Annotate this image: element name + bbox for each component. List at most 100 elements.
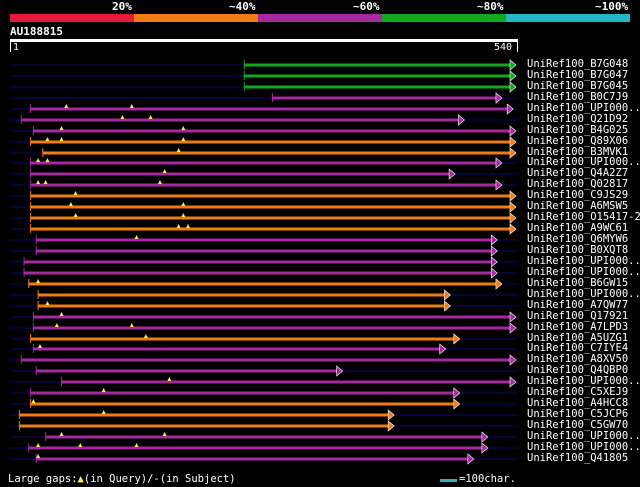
- hit-row[interactable]: [10, 300, 518, 312]
- hit-row[interactable]: [10, 343, 518, 355]
- hit-label[interactable]: UniRef100_B7G045: [527, 80, 629, 92]
- hit-row[interactable]: [10, 420, 518, 432]
- hit-row[interactable]: [10, 387, 518, 399]
- hit-row[interactable]: [10, 70, 518, 82]
- gap-marker-icon: [101, 388, 106, 392]
- hit-label[interactable]: UniRef100_B0C7J9: [527, 91, 629, 103]
- gap-marker-icon: [59, 312, 64, 316]
- hit-label[interactable]: UniRef100_A6MSW5: [527, 200, 629, 212]
- hit-label[interactable]: UniRef100_C9JS29: [527, 189, 629, 201]
- gap-marker-icon: [162, 432, 167, 436]
- hit-row[interactable]: [10, 398, 518, 410]
- hit-label[interactable]: UniRef100_C5GW70: [527, 419, 629, 431]
- hit-end-arrow-icon: [481, 442, 489, 454]
- hit-end-arrow-icon: [490, 234, 498, 246]
- hit-row[interactable]: [10, 431, 518, 443]
- gap-marker-icon: [73, 213, 78, 217]
- hit-row[interactable]: [10, 311, 518, 323]
- hit-label[interactable]: UniRef100_Q21D92: [527, 113, 629, 125]
- hit-label[interactable]: UniRef100_B7G047: [527, 69, 629, 81]
- hit-label[interactable]: UniRef100_UPI000...: [527, 156, 640, 168]
- hit-label[interactable]: UniRef100_A4HCC8: [527, 397, 629, 409]
- gap-marker-icon: [143, 334, 148, 338]
- hit-label[interactable]: UniRef100_Q89X06: [527, 135, 629, 147]
- hit-row[interactable]: [10, 245, 518, 257]
- hit-row[interactable]: [10, 278, 518, 290]
- hit-row[interactable]: [10, 354, 518, 366]
- hit-row[interactable]: [10, 168, 518, 180]
- hit-row[interactable]: [10, 201, 518, 213]
- hit-label[interactable]: UniRef100_UPI000...: [527, 102, 640, 114]
- hit-row[interactable]: [10, 442, 518, 454]
- hit-row[interactable]: [10, 289, 518, 301]
- hit-end-arrow-icon: [495, 179, 503, 191]
- hit-row[interactable]: [10, 234, 518, 246]
- legend-segment: [506, 14, 630, 22]
- hit-row[interactable]: [10, 136, 518, 148]
- hit-row[interactable]: [10, 223, 518, 235]
- hit-row[interactable]: [10, 365, 518, 377]
- hit-row[interactable]: [10, 322, 518, 334]
- hit-row[interactable]: [10, 376, 518, 388]
- hit-end-arrow-icon: [495, 92, 503, 104]
- hit-label[interactable]: UniRef100_A8XV50: [527, 353, 629, 365]
- hit-label[interactable]: UniRef100_B0XQT8: [527, 244, 629, 256]
- hit-row[interactable]: [10, 453, 518, 465]
- gap-marker-icon: [59, 126, 64, 130]
- hit-row[interactable]: [10, 147, 518, 159]
- query-accession: AU188815: [10, 25, 63, 38]
- hit-row[interactable]: [10, 333, 518, 345]
- hit-label[interactable]: UniRef100_UPI000...: [527, 288, 640, 300]
- hit-label[interactable]: UniRef100_B6GW15: [527, 277, 629, 289]
- hit-label[interactable]: UniRef100_Q4A2Z7: [527, 167, 629, 179]
- hit-row[interactable]: [10, 59, 518, 71]
- hit-label[interactable]: UniRef100_Q02817: [527, 178, 629, 190]
- hit-row[interactable]: [10, 212, 518, 224]
- hit-row[interactable]: [10, 267, 518, 279]
- hit-row[interactable]: [10, 81, 518, 93]
- hit-label[interactable]: UniRef100_Q4QBP0: [527, 364, 629, 376]
- hit-label[interactable]: UniRef100_B7G048: [527, 58, 629, 70]
- legend-label: ~60%: [353, 0, 380, 13]
- hit-row[interactable]: [10, 103, 518, 115]
- gap-marker-icon: [176, 224, 181, 228]
- hit-end-arrow-icon: [509, 223, 517, 235]
- hit-row[interactable]: [10, 114, 518, 126]
- hit-label[interactable]: UniRef100_UPI000...: [527, 430, 640, 442]
- hit-end-arrow-icon: [453, 333, 461, 345]
- hit-row[interactable]: [10, 125, 518, 137]
- hit-end-arrow-icon: [439, 343, 447, 355]
- hit-row[interactable]: [10, 409, 518, 421]
- hit-label[interactable]: UniRef100_A7QW77: [527, 299, 629, 311]
- hit-label[interactable]: UniRef100_UPI000...: [527, 375, 640, 387]
- hit-row[interactable]: [10, 190, 518, 202]
- identity-legend-bar: [10, 14, 630, 22]
- hit-label[interactable]: UniRef100_C7IYE4: [527, 342, 629, 354]
- gap-marker-icon: [36, 180, 41, 184]
- hit-label[interactable]: UniRef100_B4G025: [527, 124, 629, 136]
- hit-end-arrow-icon: [444, 300, 451, 312]
- hit-label[interactable]: UniRef100_Q6MYW6: [527, 233, 629, 245]
- gap-subject-marker-icon: -: [153, 473, 160, 485]
- hit-label[interactable]: UniRef100_Q17921: [527, 310, 629, 322]
- hit-row[interactable]: [10, 256, 518, 268]
- hit-label[interactable]: UniRef100_O15417-2: [527, 211, 640, 223]
- hit-row[interactable]: [10, 179, 518, 191]
- hit-end-arrow-icon: [453, 398, 461, 410]
- hit-row[interactable]: [10, 92, 518, 104]
- hit-label[interactable]: UniRef100_UPI000...: [527, 441, 640, 453]
- hit-label[interactable]: UniRef100_C5XEJ9: [527, 386, 629, 398]
- hit-label[interactable]: UniRef100_A5UZG1: [527, 332, 629, 344]
- query-end-tick: [517, 39, 518, 52]
- gap-marker-icon: [134, 235, 139, 239]
- hit-label[interactable]: UniRef100_B3MVK1: [527, 146, 629, 158]
- hit-label[interactable]: UniRef100_C5JCP6: [527, 408, 629, 420]
- hit-label[interactable]: UniRef100_A9WC61: [527, 222, 629, 234]
- gap-marker-icon: [54, 323, 59, 327]
- gap-marker-icon: [134, 443, 139, 447]
- hit-label[interactable]: UniRef100_A7LPD3: [527, 321, 629, 333]
- hit-label[interactable]: UniRef100_Q41805: [527, 452, 629, 464]
- hit-row[interactable]: [10, 157, 518, 169]
- hit-label[interactable]: UniRef100_UPI000...: [527, 266, 640, 278]
- hit-label[interactable]: UniRef100_UPI000...: [527, 255, 640, 267]
